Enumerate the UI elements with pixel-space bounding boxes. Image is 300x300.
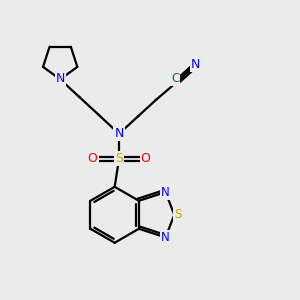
Text: N: N <box>161 186 170 199</box>
Text: C: C <box>171 72 179 85</box>
Text: N: N <box>114 127 124 140</box>
Text: O: O <box>88 152 98 165</box>
Text: N: N <box>191 58 200 71</box>
Text: O: O <box>141 152 151 165</box>
Text: N: N <box>56 72 65 85</box>
Text: N: N <box>161 231 170 244</box>
Text: S: S <box>174 208 182 221</box>
Text: S: S <box>115 152 123 165</box>
